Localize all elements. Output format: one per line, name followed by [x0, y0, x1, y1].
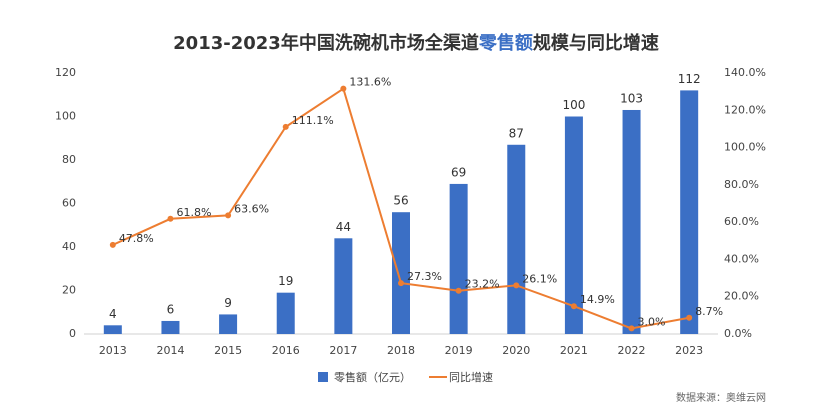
bar-value-label: 9 [224, 296, 232, 310]
title-highlight: 零售额 [478, 32, 533, 54]
y-tick-label: 20 [62, 284, 76, 297]
title-part: 规模与同比增速 [533, 32, 659, 54]
line-point [455, 287, 462, 294]
bar-value-label: 6 [167, 302, 175, 316]
bar [392, 212, 410, 334]
line-value-label: 26.1% [522, 272, 557, 285]
y-tick-label: 100 [55, 110, 76, 123]
line-point [167, 215, 174, 222]
line-value-label: 47.8% [119, 232, 154, 245]
line-point [570, 303, 577, 310]
source-note: 数据来源：奥维云网 [676, 391, 766, 404]
line-value-label: 23.2% [465, 278, 500, 291]
y2-tick-label: 0.0% [724, 327, 752, 340]
bar-value-label: 4 [109, 307, 117, 321]
y2-tick-label: 20.0% [724, 290, 759, 303]
bar [622, 109, 641, 334]
legend-label: 同比增速 [449, 370, 493, 384]
line-point [282, 123, 289, 130]
bar [161, 320, 180, 334]
y-tick-label: 120 [55, 66, 76, 79]
x-tick-label: 2021 [560, 344, 588, 357]
bar [449, 183, 468, 334]
line-value-label: 14.9% [580, 293, 615, 306]
line-point [628, 325, 635, 332]
x-tick-label: 2018 [387, 344, 415, 357]
y2-tick-label: 120.0% [724, 103, 766, 116]
bar-value-label: 103 [620, 91, 643, 105]
legend-swatch [318, 372, 328, 382]
line-point [340, 85, 347, 92]
y2-tick-label: 100.0% [724, 141, 766, 154]
y-tick-label: 0 [69, 327, 76, 340]
bar [219, 314, 238, 334]
line-value-label: 8.7% [695, 305, 723, 318]
bar [507, 144, 526, 334]
line-point [109, 241, 116, 248]
bar-value-label: 112 [678, 72, 701, 86]
x-tick-label: 2020 [502, 344, 530, 357]
line-point [398, 280, 404, 287]
y-tick-label: 80 [62, 153, 76, 166]
bar [564, 116, 583, 334]
x-tick-label: 2013 [99, 344, 127, 357]
legend-label: 零售额（亿元） [334, 370, 411, 384]
bar-value-label: 19 [278, 274, 293, 288]
line-value-label: 131.6% [349, 76, 391, 89]
line-point [686, 314, 693, 321]
bar [103, 325, 122, 334]
bar-value-label: 69 [451, 165, 466, 179]
line-value-label: 3.0% [638, 315, 666, 328]
line-value-label: 63.6% [234, 202, 269, 215]
y-tick-label: 60 [62, 197, 76, 210]
chart-title: 2013-2023年中国洗碗机市场全渠道零售额规模与同比增速 [173, 32, 659, 54]
x-tick-label: 2022 [618, 344, 646, 357]
line-value-label: 61.8% [176, 206, 211, 219]
bar [680, 90, 699, 335]
line-value-label: 111.1% [292, 114, 334, 127]
y2-tick-label: 140.0% [724, 66, 766, 79]
y2-tick-label: 80.0% [724, 178, 759, 191]
y2-tick-label: 40.0% [724, 252, 759, 265]
bar-value-label: 100 [562, 98, 585, 112]
bar [334, 238, 353, 334]
x-tick-label: 2017 [329, 344, 357, 357]
bar-value-label: 44 [336, 220, 351, 234]
x-tick-label: 2016 [272, 344, 300, 357]
y2-tick-label: 60.0% [724, 215, 759, 228]
line-value-label: 27.3% [407, 270, 442, 283]
title-part: 2013-2023年中国洗碗机市场全渠道 [173, 32, 479, 54]
x-tick-label: 2023 [675, 344, 703, 357]
line-point [225, 212, 232, 219]
x-tick-label: 2019 [445, 344, 473, 357]
y-tick-label: 40 [62, 240, 76, 253]
bar-value-label: 87 [509, 126, 524, 140]
bar [276, 292, 295, 334]
bar-value-label: 56 [393, 194, 408, 208]
line-point [513, 282, 520, 289]
x-tick-label: 2014 [156, 344, 184, 357]
x-tick-label: 2015 [214, 344, 242, 357]
